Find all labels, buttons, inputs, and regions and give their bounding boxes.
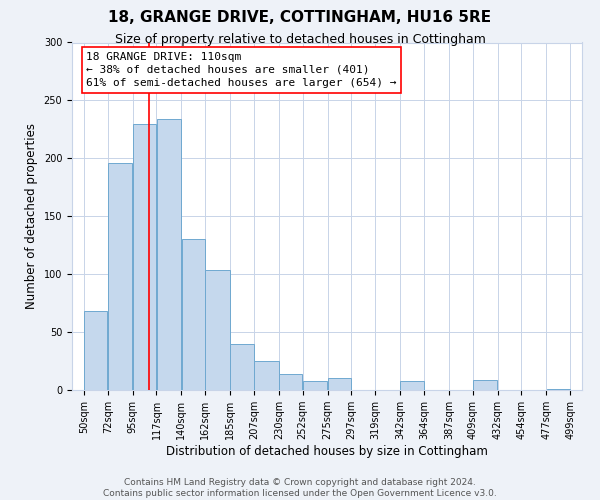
Bar: [400, 380, 424, 390]
Bar: [157, 119, 181, 390]
Bar: [133, 124, 156, 390]
Bar: [328, 378, 351, 390]
Bar: [303, 380, 327, 390]
Bar: [108, 163, 133, 390]
Bar: [205, 270, 230, 390]
Bar: [473, 380, 497, 390]
Text: 18, GRANGE DRIVE, COTTINGHAM, HU16 5RE: 18, GRANGE DRIVE, COTTINGHAM, HU16 5RE: [109, 10, 491, 25]
Bar: [230, 344, 254, 390]
Text: Size of property relative to detached houses in Cottingham: Size of property relative to detached ho…: [115, 32, 485, 46]
X-axis label: Distribution of detached houses by size in Cottingham: Distribution of detached houses by size …: [166, 445, 488, 458]
Text: Contains HM Land Registry data © Crown copyright and database right 2024.
Contai: Contains HM Land Registry data © Crown c…: [103, 478, 497, 498]
Bar: [182, 240, 205, 390]
Y-axis label: Number of detached properties: Number of detached properties: [25, 123, 38, 309]
Bar: [279, 374, 302, 390]
Bar: [254, 361, 278, 390]
Text: 18 GRANGE DRIVE: 110sqm
← 38% of detached houses are smaller (401)
61% of semi-d: 18 GRANGE DRIVE: 110sqm ← 38% of detache…: [86, 52, 397, 88]
Bar: [547, 389, 570, 390]
Bar: [84, 311, 107, 390]
